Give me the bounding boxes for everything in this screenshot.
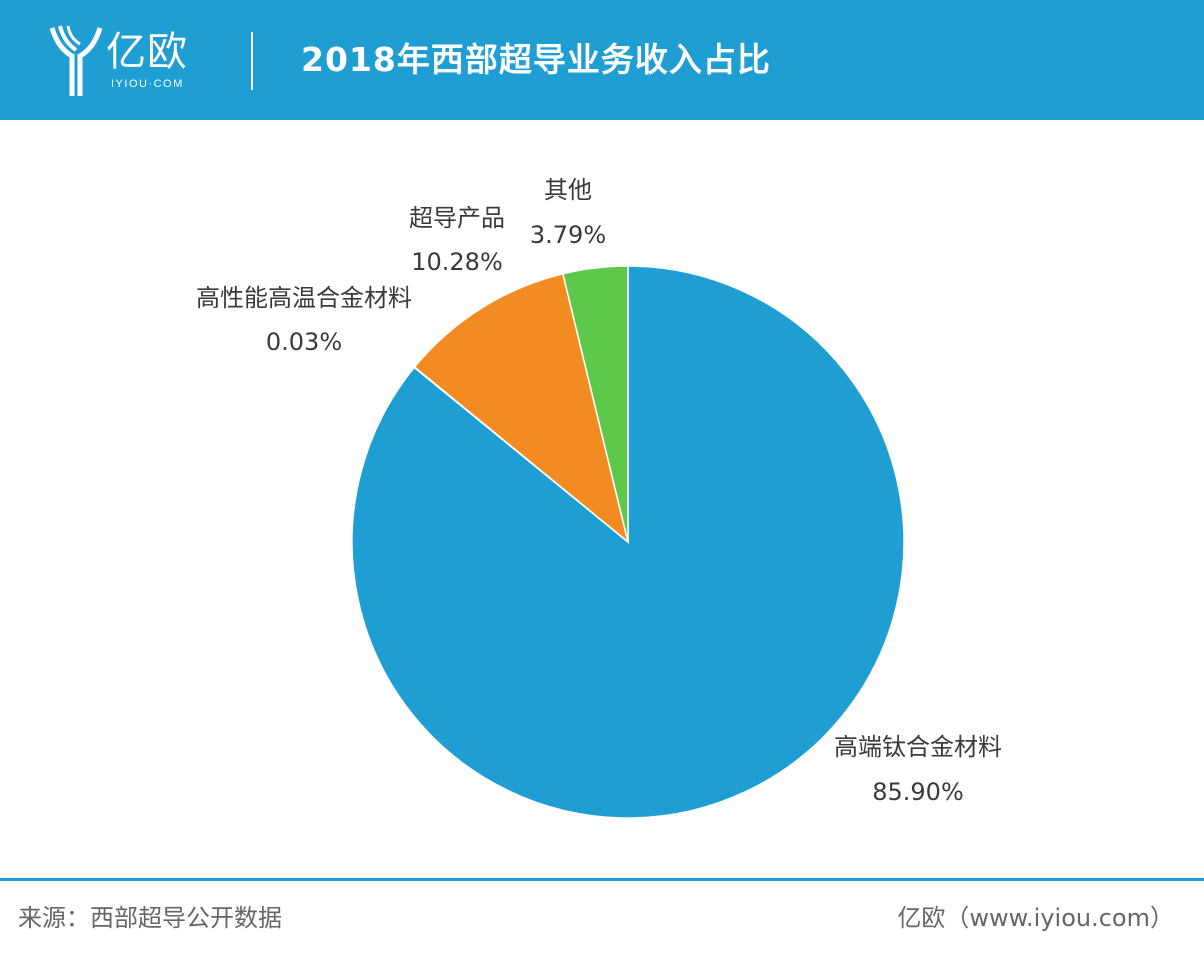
label-slice-3-name: 其他: [544, 176, 592, 204]
logo-domain: IYIOU·COM: [111, 78, 184, 90]
chart-title: 2018年西部超导业务收入占比: [301, 40, 771, 79]
pie-slices: [351, 265, 905, 819]
label-slice-2-name: 超导产品: [409, 204, 505, 232]
label-slice-1-value: 0.03%: [266, 328, 342, 356]
source-note: 来源：西部超导公开数据: [18, 904, 282, 932]
label-slice-1-name: 高性能高温合金材料: [196, 284, 412, 312]
label-slice-2-value: 10.28%: [411, 248, 503, 276]
header-divider: [251, 32, 253, 90]
pie-labels: 高端钛合金材料 85.90% 高性能高温合金材料 0.03% 超导产品 10.2…: [196, 176, 1002, 806]
pie-slice-2: [413, 272, 630, 545]
logo-y-icon: [49, 25, 103, 96]
label-slice-0-value: 85.90%: [872, 778, 964, 806]
logo-name: 亿欧: [106, 29, 188, 75]
pie-slice-3: [561, 265, 629, 543]
brand-logo: 亿欧 IYIOU·COM: [48, 22, 218, 98]
pie-chart: 高端钛合金材料 85.90% 高性能高温合金材料 0.03% 超导产品 10.2…: [196, 176, 1002, 819]
footer-divider: [0, 878, 1204, 881]
header-bar: 亿欧 IYIOU·COM 2018年西部超导业务收入占比: [0, 0, 1204, 120]
label-slice-0-name: 高端钛合金材料: [834, 733, 1002, 761]
brand-credit: 亿欧（www.iyiou.com）: [897, 904, 1174, 932]
label-slice-3-value: 3.79%: [530, 221, 606, 249]
